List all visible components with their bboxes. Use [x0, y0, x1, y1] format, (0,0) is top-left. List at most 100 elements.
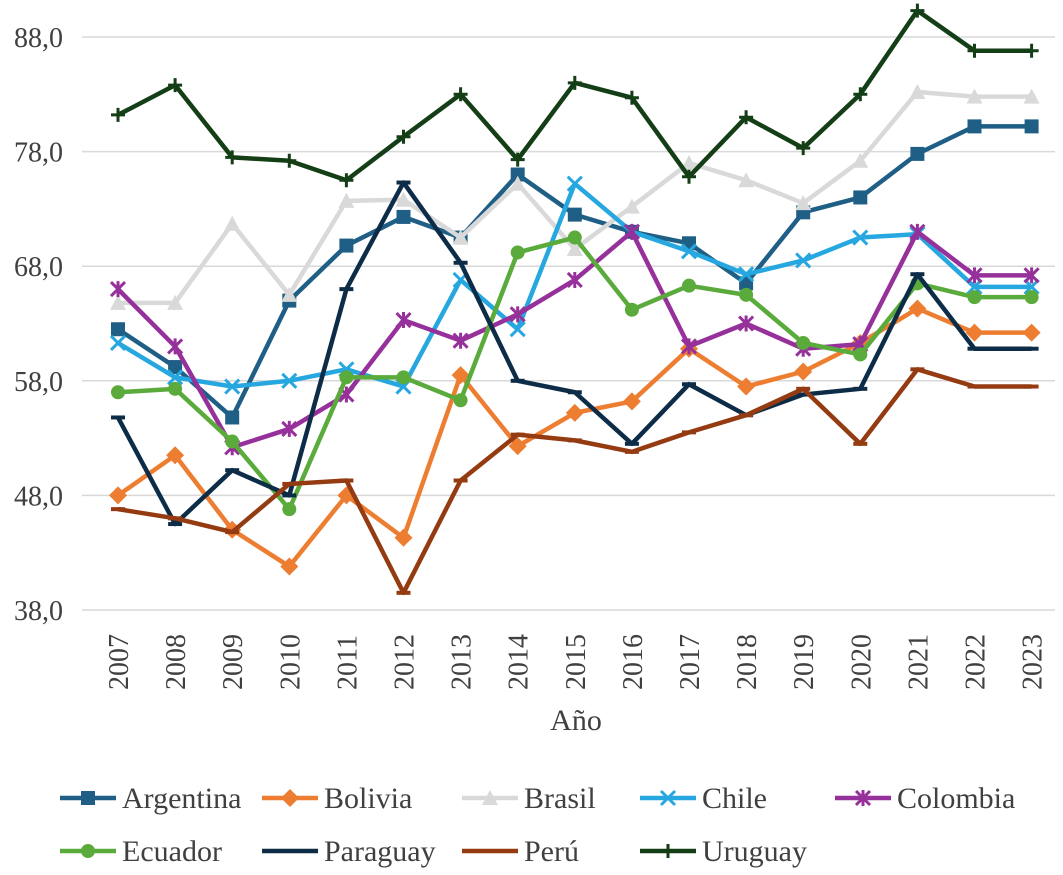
series-uruguay: [111, 3, 1039, 188]
data-point-brasil: [795, 195, 812, 211]
data-point-brasil: [224, 215, 241, 231]
data-point-uruguay: [453, 87, 468, 102]
data-point-uruguay: [339, 173, 354, 188]
data-point-ecuador: [682, 278, 696, 293]
data-point-uruguay: [396, 129, 411, 144]
data-point-uruguay: [624, 90, 639, 105]
data-point-brasil: [738, 172, 755, 188]
data-point-brasil: [395, 191, 412, 207]
data-point-colombia: [623, 223, 640, 240]
legend-item-per: Perú: [462, 835, 579, 868]
legend-item-ecuador: Ecuador: [60, 835, 222, 868]
data-point-uruguay: [682, 169, 696, 184]
data-point-colombia: [1023, 267, 1040, 284]
data-point-bolivia: [565, 403, 584, 422]
legend: Argentina Bolivia Brasil Chile Colombia Ecuad…: [60, 782, 1015, 868]
data-point-ecuador: [225, 434, 240, 449]
series-line-bolivia: [116, 306, 1032, 569]
data-point-ecuador: [1024, 290, 1039, 305]
legend-item-uruguay: Uruguay: [640, 835, 807, 868]
legend-item-brasil: Brasil: [462, 782, 596, 815]
legend-item-colombia: Colombia: [835, 782, 1015, 815]
y-tick-label: 58,0: [14, 367, 63, 398]
series-brasil: [110, 84, 1040, 310]
data-point-uruguay: [739, 110, 754, 125]
data-point-bolivia: [794, 362, 813, 381]
x-tick-label: 2021: [903, 634, 934, 690]
x-tick-label: 2019: [789, 634, 820, 690]
data-point-ecuador: [453, 393, 468, 408]
x-tick-label: 2007: [104, 634, 135, 690]
data-point-bolivia: [908, 299, 927, 318]
data-point-chile: [224, 378, 241, 395]
data-point-uruguay: [567, 75, 582, 90]
data-point-ecuador: [396, 370, 411, 385]
data-point-argentina: [910, 146, 925, 161]
data-point-ecuador: [168, 381, 183, 396]
data-point-argentina: [567, 207, 582, 222]
data-point-uruguay: [853, 87, 868, 102]
x-tick-label: 2013: [447, 634, 478, 690]
x-tick-label: 2010: [275, 634, 306, 690]
data-point-argentina: [225, 410, 240, 425]
legend-label: Chile: [702, 782, 767, 815]
data-point-colombia: [509, 306, 526, 323]
y-tick-label: 48,0: [14, 481, 63, 512]
x-tick-label: 2023: [1018, 634, 1049, 690]
data-point-brasil: [167, 294, 184, 310]
x-tick-label: 2017: [675, 634, 706, 690]
data-point-colombia: [566, 271, 583, 289]
data-point-colombia: [680, 338, 698, 355]
data-point-colombia: [738, 315, 755, 332]
data-point-colombia: [909, 223, 926, 240]
data-point-chile: [852, 229, 869, 246]
x-axis-title: Año: [550, 704, 602, 737]
data-point-bolivia: [1022, 323, 1041, 342]
data-point-brasil: [566, 241, 583, 257]
data-point-argentina: [396, 209, 411, 224]
data-point-brasil: [509, 175, 526, 191]
data-point-bolivia: [394, 528, 413, 547]
y-axis-ticks: 38,0 48,0 58,0 68,0 78,0 88,0: [14, 23, 63, 627]
data-point-brasil: [623, 198, 640, 214]
x-tick-label: 2015: [561, 634, 592, 690]
data-point-brasil: [452, 229, 469, 245]
legend-marker: [659, 789, 677, 807]
data-point-bolivia: [166, 446, 185, 465]
data-point-ecuador: [853, 347, 868, 362]
data-point-brasil: [1023, 88, 1040, 104]
legend-marker: [854, 789, 872, 807]
legend-marker: [81, 844, 95, 858]
data-point-uruguay: [225, 150, 240, 165]
data-point-argentina: [853, 190, 868, 205]
data-point-ecuador: [282, 502, 297, 517]
series-bolivia: [109, 299, 1041, 576]
data-point-uruguay: [1024, 43, 1039, 58]
x-tick-label: 2012: [390, 634, 421, 690]
data-point-ecuador: [111, 385, 125, 400]
gridlines: [82, 36, 1055, 611]
y-tick-label: 78,0: [14, 138, 63, 169]
y-tick-label: 68,0: [14, 252, 63, 283]
data-point-chile: [109, 334, 127, 352]
y-tick-label: 88,0: [14, 23, 63, 54]
x-tick-label: 2014: [504, 634, 535, 690]
x-tick-label: 2011: [332, 635, 363, 690]
x-tick-label: 2016: [618, 634, 649, 690]
legend-marker: [81, 791, 95, 805]
legend-label: Argentina: [122, 782, 241, 815]
data-point-ecuador: [796, 335, 811, 350]
data-point-uruguay: [510, 152, 525, 167]
legend-item-chile: Chile: [640, 782, 767, 815]
x-axis-ticks: 2007 2008 2009 2010 2011 2012 2013 2014 2015 2016…: [104, 634, 1049, 690]
x-tick-label: 2009: [218, 634, 249, 690]
legend-item-bolivia: Bolivia: [262, 782, 412, 815]
data-point-colombia: [281, 420, 298, 437]
x-tick-label: 2020: [846, 634, 877, 690]
data-point-bolivia: [109, 486, 127, 505]
data-point-brasil: [338, 192, 355, 208]
data-point-ecuador: [624, 302, 639, 317]
data-point-chile: [167, 369, 184, 386]
data-point-chile: [966, 278, 983, 295]
